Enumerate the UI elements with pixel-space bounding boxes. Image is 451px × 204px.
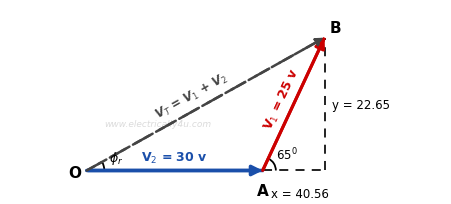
Text: V$_2$ = 30 v: V$_2$ = 30 v	[141, 150, 207, 165]
Text: O: O	[68, 165, 81, 180]
Text: 65$^0$: 65$^0$	[276, 146, 297, 163]
Text: x = 40.56: x = 40.56	[270, 187, 328, 200]
Text: www.electrically4u.com: www.electrically4u.com	[104, 120, 211, 129]
Text: $\phi_r$: $\phi_r$	[109, 149, 124, 166]
Text: B: B	[329, 21, 340, 35]
Text: V$_T$ = V$_1$ + V$_2$: V$_T$ = V$_1$ + V$_2$	[152, 70, 230, 122]
Text: V$_1$ = 25 v: V$_1$ = 25 v	[260, 66, 302, 132]
Text: A: A	[256, 184, 268, 198]
Text: y = 22.65: y = 22.65	[331, 98, 389, 111]
